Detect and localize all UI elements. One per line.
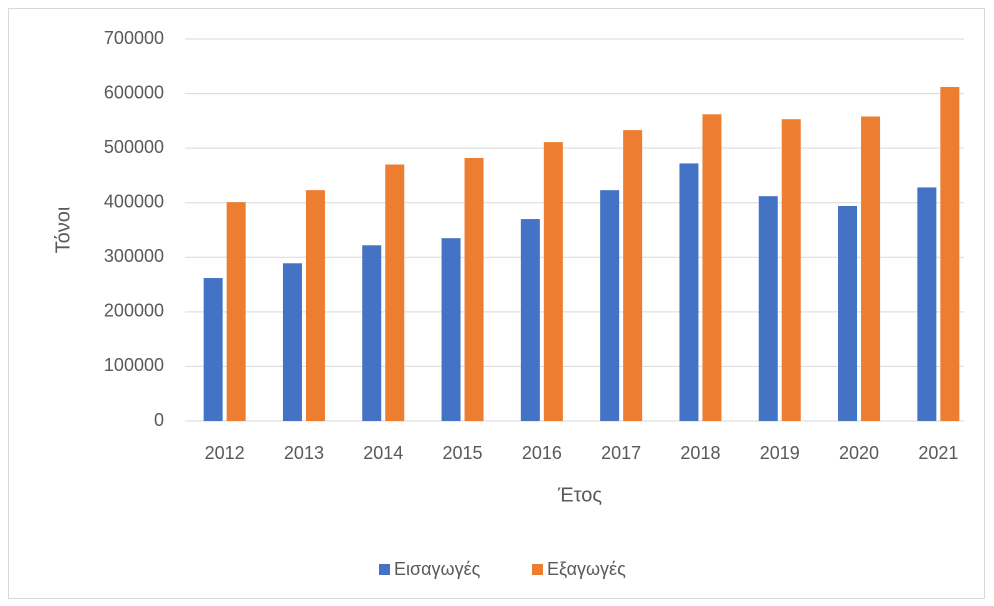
bar bbox=[781, 119, 801, 421]
x-tick-label: 2012 bbox=[205, 443, 245, 463]
x-tick-label: 2020 bbox=[839, 443, 879, 463]
bar bbox=[385, 164, 405, 421]
x-tick-label: 2014 bbox=[363, 443, 403, 463]
bar bbox=[940, 87, 960, 421]
y-axis-title: Τόνοι bbox=[52, 207, 74, 254]
x-tick-label: 2016 bbox=[522, 443, 562, 463]
y-tick-label: 600000 bbox=[104, 82, 164, 102]
legend-label: Εξαγωγές bbox=[547, 559, 626, 579]
y-tick-label: 100000 bbox=[104, 355, 164, 375]
y-tick-label: 200000 bbox=[104, 301, 164, 321]
x-tick-label: 2021 bbox=[918, 443, 958, 463]
bar bbox=[758, 196, 778, 421]
x-tick-label: 2019 bbox=[760, 443, 800, 463]
bar bbox=[838, 205, 858, 421]
x-tick-label: 2015 bbox=[443, 443, 483, 463]
chart-border bbox=[8, 8, 985, 599]
y-tick-label: 0 bbox=[154, 410, 164, 430]
bar bbox=[305, 190, 325, 421]
x-tick-label: 2013 bbox=[284, 443, 324, 463]
bar bbox=[282, 263, 302, 421]
bar bbox=[543, 142, 563, 421]
bar bbox=[600, 190, 620, 421]
bar bbox=[679, 163, 699, 421]
bar bbox=[623, 130, 643, 422]
legend-label: Εισαγωγές bbox=[394, 559, 481, 579]
y-tick-label: 300000 bbox=[104, 246, 164, 266]
y-tick-label: 500000 bbox=[104, 137, 164, 157]
y-tick-label: 700000 bbox=[104, 28, 164, 48]
bar bbox=[861, 116, 881, 422]
bar bbox=[917, 187, 937, 421]
bar bbox=[362, 245, 382, 421]
x-axis-title: Έτος bbox=[557, 484, 602, 506]
bar bbox=[203, 278, 223, 421]
y-tick-label: 400000 bbox=[104, 191, 164, 211]
bar bbox=[226, 202, 246, 421]
legend-swatch bbox=[532, 564, 543, 575]
bar bbox=[464, 157, 484, 422]
legend-swatch bbox=[379, 564, 390, 575]
bar bbox=[441, 238, 461, 421]
x-tick-label: 2018 bbox=[680, 443, 720, 463]
x-tick-label: 2017 bbox=[601, 443, 641, 463]
bar bbox=[702, 114, 722, 422]
bar bbox=[520, 219, 540, 421]
